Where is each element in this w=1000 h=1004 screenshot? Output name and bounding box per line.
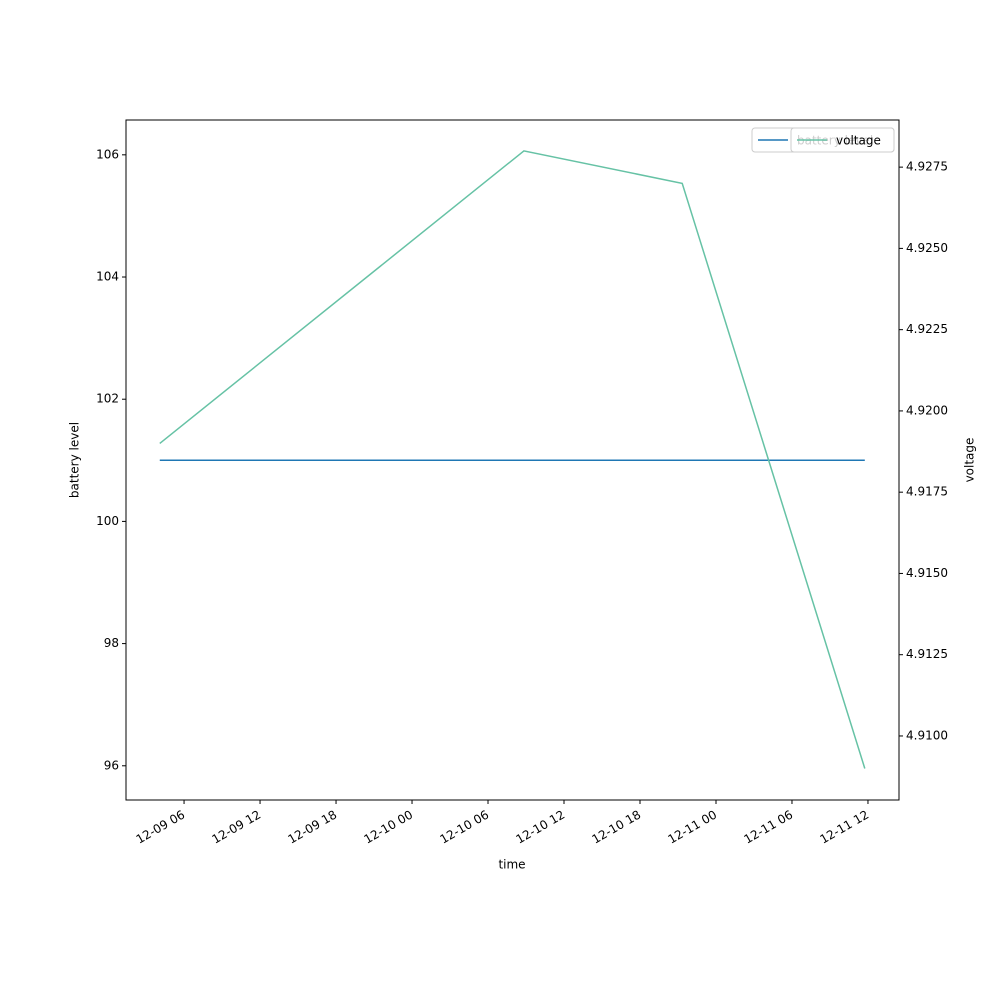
legend-box xyxy=(790,127,895,153)
y-tick-label: 100 xyxy=(96,514,119,528)
x-tick-label: 12-09 18 xyxy=(286,808,340,847)
y2-tick-label: 4.9125 xyxy=(906,647,948,661)
x-tick-label: 12-11 12 xyxy=(817,808,871,847)
x-tick-label: 12-10 06 xyxy=(438,808,492,847)
y-tick-label: 104 xyxy=(96,270,119,284)
y-axis-label: battery level xyxy=(68,422,82,498)
y2-tick-label: 4.9275 xyxy=(906,160,948,174)
y-tick-label: 96 xyxy=(104,758,119,772)
y-tick-label: 106 xyxy=(96,147,119,161)
y2-tick-label: 4.9100 xyxy=(906,728,948,742)
legend-label: voltage xyxy=(836,134,881,148)
x-tick-label: 12-10 00 xyxy=(362,808,416,847)
y2-tick-label: 4.9200 xyxy=(906,403,948,417)
y2-tick-label: 4.9250 xyxy=(906,241,948,255)
y-tick-label: 98 xyxy=(104,636,119,650)
y2-tick-label: 4.9175 xyxy=(906,485,948,499)
plot-frame xyxy=(125,119,900,801)
line-series xyxy=(159,150,866,769)
x-axis-label: time xyxy=(498,858,525,872)
x-tick-label: 12-10 12 xyxy=(514,808,568,847)
x-tick-label: 12-10 18 xyxy=(590,808,644,847)
x-tick-label: 12-11 06 xyxy=(742,808,796,847)
x-tick-label: 12-09 06 xyxy=(134,808,188,847)
y2-axis-label: voltage xyxy=(963,438,977,483)
y2-tick-label: 4.9150 xyxy=(906,566,948,580)
x-tick-label: 12-11 00 xyxy=(666,808,720,847)
x-tick-label: 12-09 12 xyxy=(210,808,264,847)
y2-tick-label: 4.9225 xyxy=(906,322,948,336)
y-tick-label: 102 xyxy=(96,392,119,406)
